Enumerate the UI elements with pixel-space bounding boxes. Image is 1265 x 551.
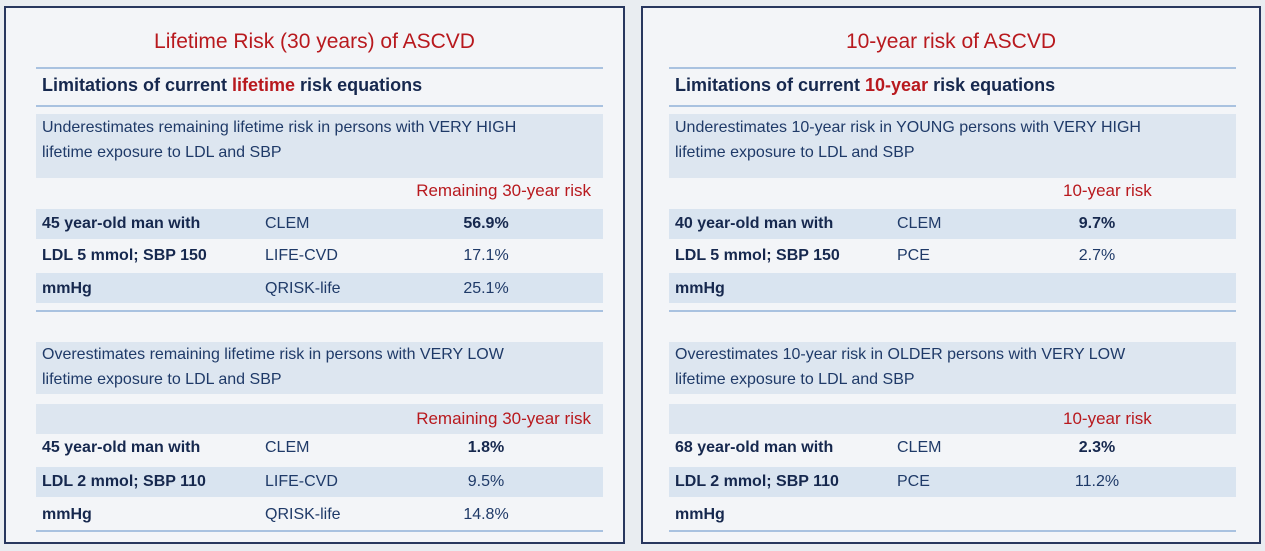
section-description: Overestimates remaining lifetime risk in… — [42, 346, 504, 388]
section-description: Overestimates 10-year risk in OLDER pers… — [675, 346, 1126, 388]
patient-label: LDL 5 mmol; SBP 150 — [42, 247, 207, 264]
table-row-bg — [36, 273, 603, 303]
table-row-bg — [669, 273, 1236, 303]
table-separator — [669, 310, 1236, 312]
risk-value: 2.3% — [1078, 439, 1116, 456]
title-separator — [36, 67, 603, 69]
patient-label: 40 year-old man with — [675, 215, 834, 232]
model-name: PCE — [897, 473, 930, 490]
subheading-separator — [669, 105, 1236, 107]
table-separator — [669, 530, 1236, 532]
subheading: Limitations of current 10-year risk equa… — [675, 75, 1056, 95]
risk-value: 17.1% — [463, 247, 509, 264]
column-header-risk: 10-year risk — [1063, 409, 1152, 428]
section-description: Underestimates remaining lifetime risk i… — [42, 119, 517, 161]
patient-label: mmHg — [42, 280, 92, 297]
patient-label: mmHg — [675, 506, 725, 523]
column-header-risk: Remaining 30-year risk — [416, 181, 591, 200]
risk-value: 25.1% — [463, 280, 509, 297]
patient-label: 45 year-old man with — [42, 215, 201, 232]
model-name: QRISK-life — [265, 280, 341, 297]
lifetime-risk-panel: Lifetime Risk (30 years) of ASCVD Limita… — [4, 6, 625, 544]
patient-label: mmHg — [42, 506, 92, 523]
risk-value: 14.8% — [463, 506, 509, 523]
subheading-highlight: lifetime — [232, 75, 296, 95]
table-row-bg — [669, 209, 1236, 239]
model-name: QRISK-life — [265, 506, 341, 523]
model-name: LIFE-CVD — [265, 247, 338, 264]
ten-year-risk-panel: 10-year risk of ASCVD Limitations of cur… — [641, 6, 1261, 544]
subheading-highlight: 10-year — [865, 75, 929, 95]
model-name: LIFE-CVD — [265, 473, 338, 490]
risk-value: 11.2% — [1074, 473, 1120, 490]
column-header-risk: 10-year risk — [1063, 181, 1152, 200]
risk-value: 56.9% — [463, 215, 509, 232]
patient-label: mmHg — [675, 280, 725, 297]
section-description: Underestimates 10-year risk in YOUNG per… — [675, 119, 1141, 161]
spacer-band — [36, 166, 603, 178]
model-name: PCE — [897, 247, 930, 264]
description-band — [669, 114, 1236, 166]
table-row-bg — [36, 467, 603, 497]
header-band — [669, 404, 1236, 434]
subheading-separator — [36, 105, 603, 107]
model-name: CLEM — [265, 439, 310, 456]
header-band — [36, 404, 603, 434]
title-separator — [669, 67, 1236, 69]
panel-title: 10-year risk of ASCVD — [845, 30, 1057, 53]
description-band — [36, 342, 603, 394]
risk-value: 2.7% — [1078, 247, 1116, 264]
spacer-band — [669, 166, 1236, 178]
table-row-bg — [669, 467, 1236, 497]
patient-label: 45 year-old man with — [42, 439, 201, 456]
risk-value: 9.5% — [467, 473, 505, 490]
patient-label: LDL 5 mmol; SBP 150 — [675, 247, 840, 264]
risk-value: 9.7% — [1078, 215, 1116, 232]
patient-label: LDL 2 mmol; SBP 110 — [675, 473, 839, 490]
table-separator — [36, 310, 603, 312]
patient-label: 68 year-old man with — [675, 439, 834, 456]
subheading: Limitations of current lifetime risk equ… — [42, 75, 423, 95]
column-header-risk: Remaining 30-year risk — [416, 409, 591, 428]
model-name: CLEM — [897, 215, 942, 232]
description-band — [669, 342, 1236, 394]
model-name: CLEM — [897, 439, 942, 456]
patient-label: LDL 2 mmol; SBP 110 — [42, 473, 206, 490]
table-separator — [36, 530, 603, 532]
risk-value: 1.8% — [467, 439, 505, 456]
model-name: CLEM — [265, 215, 310, 232]
panel-title: Lifetime Risk (30 years) of ASCVD — [154, 30, 475, 53]
description-band — [36, 114, 603, 166]
table-row-bg — [36, 209, 603, 239]
